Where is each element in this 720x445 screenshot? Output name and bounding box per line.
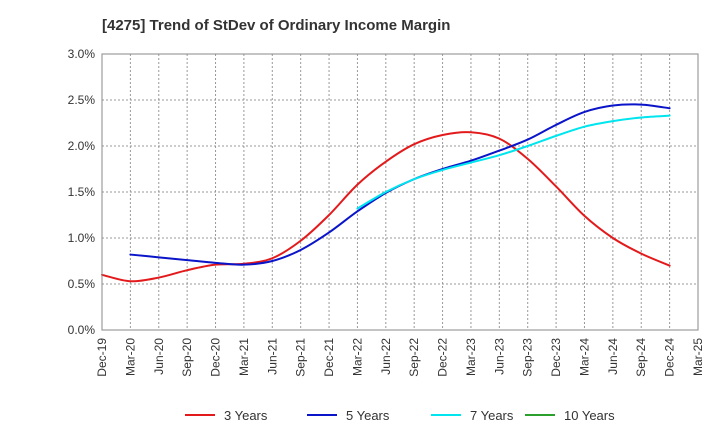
x-tick-label: Dec-19	[95, 338, 109, 377]
x-tick-label: Mar-21	[237, 338, 251, 376]
series-line-1	[101, 131, 671, 283]
x-tick-label: Jun-21	[265, 338, 279, 375]
x-tick-label: Mar-20	[123, 338, 137, 376]
x-axis-ticks: Dec-19 Mar-20 Jun-20 Sep-20 Dec-20 Mar-21 Jun-…	[95, 338, 705, 377]
y-tick-label: 2.0%	[68, 139, 96, 153]
legend-label-1: 3 Years	[224, 408, 268, 423]
plot-area-frame	[101, 53, 699, 331]
y-tick-label: 0.0%	[68, 323, 96, 337]
x-tick-label: Mar-22	[350, 338, 364, 376]
x-tick-label: Jun-24	[606, 338, 620, 375]
x-tick-label: Dec-24	[663, 338, 677, 377]
x-tick-label: Sep-22	[407, 338, 421, 377]
x-tick-label: Jun-22	[379, 338, 393, 375]
grid-lines	[101, 53, 699, 331]
legend: 3 Years 5 Years 7 Years 10 Years	[185, 408, 615, 423]
y-tick-label: 3.0%	[68, 47, 96, 61]
y-tick-label: 0.5%	[68, 277, 96, 291]
x-tick-label: Dec-21	[322, 338, 336, 377]
y-tick-label: 1.0%	[68, 231, 96, 245]
x-tick-label: Sep-21	[294, 338, 308, 377]
series-line-3	[356, 114, 671, 210]
x-tick-label: Sep-24	[634, 338, 648, 377]
x-tick-label: Jun-23	[492, 338, 506, 375]
x-tick-label: Mar-25	[691, 338, 705, 376]
legend-label-2: 5 Years	[346, 408, 390, 423]
series-lines	[101, 103, 671, 283]
y-axis-ticks: 0.0% 0.5% 1.0% 1.5% 2.0% 2.5% 3.0%	[68, 47, 96, 337]
x-tick-label: Dec-20	[209, 338, 223, 377]
x-tick-label: Mar-24	[577, 338, 591, 376]
x-tick-label: Sep-23	[521, 338, 535, 377]
y-tick-label: 1.5%	[68, 185, 96, 199]
x-tick-label: Jun-20	[152, 338, 166, 375]
x-tick-label: Dec-22	[436, 338, 450, 377]
chart-title: [4275] Trend of StDev of Ordinary Income…	[102, 17, 450, 34]
legend-label-3: 7 Years	[470, 408, 514, 423]
legend-label-4: 10 Years	[564, 408, 615, 423]
x-tick-label: Sep-20	[180, 338, 194, 377]
x-tick-label: Mar-23	[464, 338, 478, 376]
y-tick-label: 2.5%	[68, 93, 96, 107]
x-tick-label: Dec-23	[549, 338, 563, 377]
